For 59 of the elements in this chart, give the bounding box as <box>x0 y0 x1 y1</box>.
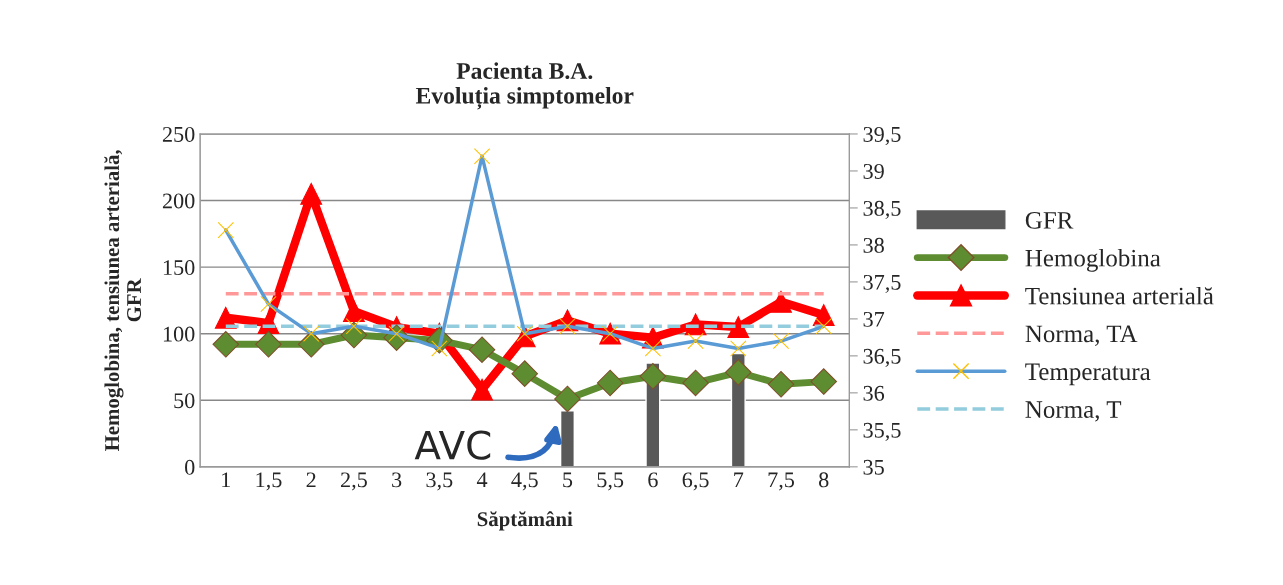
x-tick-label: 4 <box>476 472 488 488</box>
y-tick-label: 0 <box>185 459 195 475</box>
legend-label: GFR <box>1025 211 1074 229</box>
annotation: AVC <box>414 430 491 460</box>
x-tick-label: 2 <box>306 472 316 488</box>
point <box>342 300 365 322</box>
chart-title: Pacienta B.A. Evoluția simptomelor <box>415 62 634 110</box>
x-tick-label: 6,5 <box>682 472 709 491</box>
point <box>727 316 750 338</box>
y-tick-label: 150 <box>163 260 195 276</box>
y2-tick-label: 35,5 <box>863 422 901 441</box>
point <box>471 378 493 401</box>
point <box>682 369 709 397</box>
x-tick-label: 1 <box>222 472 230 488</box>
y2-tick-label: 36,5 <box>863 348 901 367</box>
x-tick-label: 3,5 <box>426 472 453 491</box>
x-axis-title: Săptămâni <box>477 511 573 531</box>
y2-tick-label: 35 <box>863 459 884 475</box>
x-tick-label: 5 <box>563 472 573 488</box>
x-tick-label: 4,5 <box>511 472 538 491</box>
x-tick-label: 8 <box>819 472 829 488</box>
y-tick-label: 50 <box>174 393 195 409</box>
legend-label: Hemoglobina <box>1025 249 1161 272</box>
x-tick-label: 5,5 <box>597 472 624 491</box>
point <box>596 369 624 397</box>
point <box>300 182 323 205</box>
y2-tick-label: 39 <box>863 163 884 179</box>
x-tick-label: 1,5 <box>256 472 282 491</box>
point <box>725 359 752 386</box>
y2-tick-label: 36 <box>863 385 885 401</box>
point <box>255 331 282 358</box>
y2-tick-label: 37 <box>863 311 885 327</box>
x-tick-label: 3 <box>392 472 402 488</box>
point <box>468 336 496 363</box>
y-axis-title: Hemoglobina, tensiunea arterială, GFR <box>104 150 142 452</box>
y2-tick-label: 38,5 <box>863 200 901 220</box>
legend-label: Temperatura <box>1025 363 1151 386</box>
y2-tick-label: 37,5 <box>863 274 901 294</box>
x-tick-label: 2,5 <box>340 472 367 491</box>
point <box>767 370 795 398</box>
x-tick-label: 6 <box>648 472 658 488</box>
x-tick-label: 7 <box>734 472 744 488</box>
x-tick-label: 7,5 <box>768 472 795 491</box>
y-tick-label: 100 <box>163 326 195 342</box>
y2-tick-label: 39,5 <box>863 126 901 146</box>
y-tick-label: 200 <box>162 193 195 209</box>
point <box>511 360 539 387</box>
point <box>297 331 325 358</box>
point <box>212 331 240 358</box>
point <box>639 363 667 390</box>
bar <box>559 410 575 467</box>
legend-label: Norma, TA <box>1025 325 1138 346</box>
legend-label: Norma, T <box>1025 401 1122 422</box>
legend-label: Tensiunea arterială <box>1025 286 1214 305</box>
point <box>770 290 792 313</box>
point <box>554 385 581 413</box>
point <box>810 368 838 395</box>
y-tick-label: 250 <box>162 126 195 142</box>
y2-tick-label: 38 <box>863 237 884 253</box>
